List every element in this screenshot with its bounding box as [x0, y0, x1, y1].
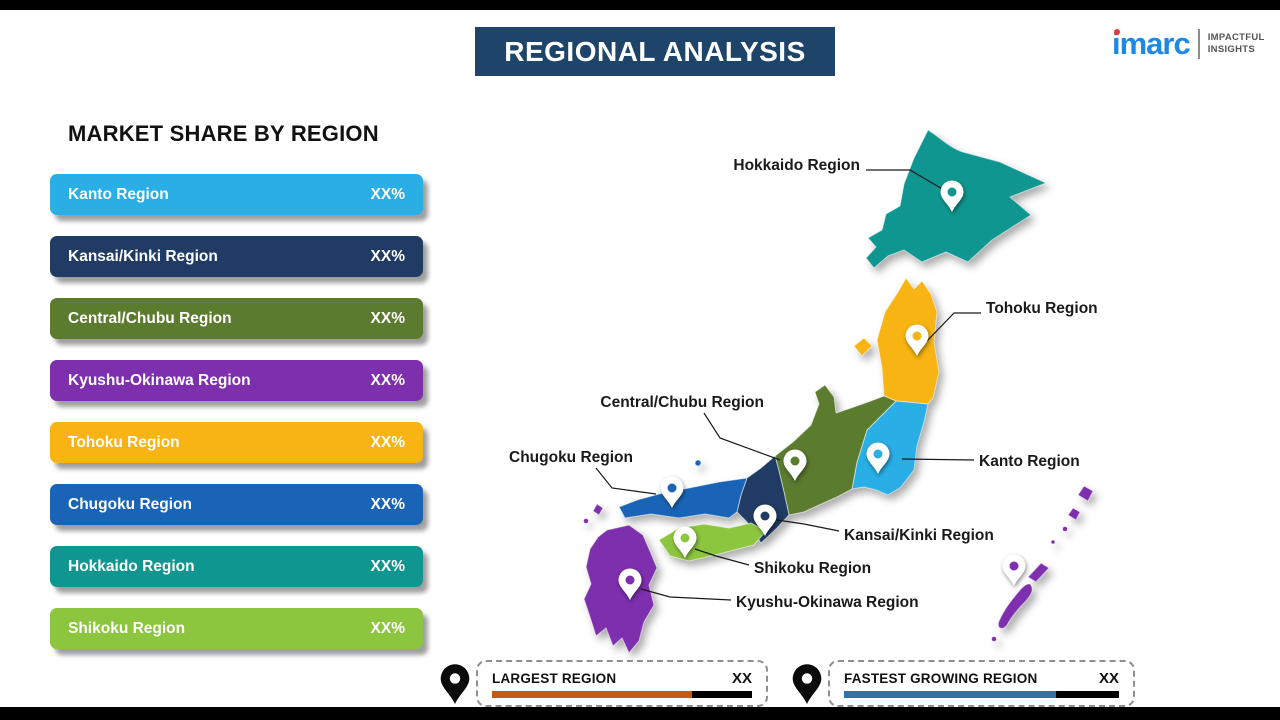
okinawa-islet	[1062, 526, 1068, 532]
market-share-bar-chugoku: Chugoku Region XX%	[50, 484, 423, 525]
location-pin-icon-shikoku	[673, 526, 697, 558]
okinawa-islet	[1077, 485, 1094, 502]
okinawa-main-island	[997, 583, 1033, 629]
map-label-chugoku: Chugoku Region	[509, 449, 633, 466]
location-pin-icon-kanto	[866, 442, 890, 474]
region-value: XX%	[370, 247, 405, 265]
largest-region-bar-main	[492, 690, 693, 698]
island-sado-shape	[853, 337, 873, 357]
page-title-text: REGIONAL ANALYSIS	[504, 35, 806, 67]
region-value: XX%	[370, 495, 405, 513]
map-label-hokkaido: Hokkaido Region	[733, 157, 860, 174]
imarc-logo-text: imarc	[1112, 26, 1191, 61]
connector-kyushu	[640, 588, 732, 601]
island-iki-shape	[583, 518, 589, 524]
connector-shikoku	[694, 548, 750, 566]
region-label: Chugoku Region	[68, 495, 192, 513]
market-share-bar-kanto: Kanto Region XX%	[50, 174, 423, 215]
fastest-region-value: XX	[1098, 669, 1119, 687]
market-share-bar-tohoku: Tohoku Region XX%	[50, 422, 423, 463]
map-label-kanto: Kanto Region	[979, 453, 1080, 470]
largest-region-bar-secondary	[692, 690, 752, 698]
fastest-region-bar-secondary	[1055, 690, 1119, 698]
connector-kanto	[901, 458, 975, 461]
region-value: XX%	[370, 185, 405, 203]
connector-chugoku	[595, 467, 657, 495]
largest-region-pin-icon	[440, 664, 470, 704]
region-value: XX%	[370, 619, 405, 637]
connector-hokkaido	[866, 169, 945, 191]
region-label: Hokkaido Region	[68, 557, 195, 575]
market-share-bar-shikoku: Shikoku Region XX%	[50, 608, 423, 649]
map-pins	[618, 180, 1026, 600]
market-share-bar-kyushu: Kyushu-Okinawa Region XX%	[50, 360, 423, 401]
market-share-bar-kansai: Kansai/Kinki Region XX%	[50, 236, 423, 277]
okinawa-island-chain	[991, 485, 1094, 642]
imarc-logo: imarc IMPACTFUL INSIGHTS	[1112, 28, 1265, 59]
connector-kinki	[776, 519, 840, 532]
logo-red-dot-icon	[1114, 29, 1120, 35]
location-pin-icon-tohoku	[905, 324, 929, 356]
region-label: Shikoku Region	[68, 619, 186, 637]
region-label: Kansai/Kinki Region	[68, 247, 218, 265]
market-share-bar-chubu: Central/Chubu Region XX%	[50, 298, 423, 339]
fastest-region-label: FASTEST GROWING REGION	[844, 670, 1038, 686]
largest-region-bar	[492, 690, 752, 698]
connector-lines	[595, 169, 981, 601]
market-share-list: Kanto Region XX% Kansai/Kinki Region XX%…	[50, 174, 423, 649]
fastest-region-legend: FASTEST GROWING REGION XX	[828, 660, 1135, 707]
region-chugoku-shape	[618, 477, 748, 519]
region-kyushu-shape	[583, 524, 658, 654]
region-value: XX%	[370, 371, 405, 389]
largest-region-label: LARGEST REGION	[492, 670, 617, 686]
island-oki-shape	[694, 459, 702, 467]
region-label: Kyushu-Okinawa Region	[68, 371, 251, 389]
connector-tohoku	[926, 312, 981, 342]
location-pin-icon-hokkaido	[940, 180, 964, 212]
location-pin-icon-kinki	[753, 504, 777, 536]
location-pin-icon-chubu	[783, 449, 807, 481]
market-share-bar-hokkaido: Hokkaido Region XX%	[50, 546, 423, 587]
fastest-region-pin-icon	[792, 664, 822, 704]
okinawa-islet	[991, 636, 997, 642]
region-value: XX%	[370, 309, 405, 327]
location-pin-icon-kyushu	[618, 568, 642, 600]
location-pin-icon-chugoku	[660, 476, 684, 508]
top-border	[0, 0, 1280, 10]
japan-map	[583, 129, 1094, 654]
region-label: Central/Chubu Region	[68, 309, 232, 327]
map-label-chubu: Central/Chubu Region	[600, 394, 764, 411]
largest-region-legend: LARGEST REGION XX	[476, 660, 768, 707]
logo-divider	[1197, 28, 1200, 59]
region-value: XX%	[370, 557, 405, 575]
fastest-region-bar-main	[844, 690, 1056, 698]
location-pin-icon-okinawa	[1002, 554, 1026, 586]
map-label-kyushu: Kyushu-Okinawa Region	[736, 594, 919, 611]
okinawa-islet	[1027, 562, 1050, 583]
region-value: XX%	[370, 433, 405, 451]
bottom-border	[0, 707, 1280, 720]
logo-tagline: IMPACTFUL INSIGHTS	[1207, 31, 1265, 55]
page-title: REGIONAL ANALYSIS	[475, 27, 835, 76]
okinawa-islet	[1067, 507, 1081, 521]
region-label: Tohoku Region	[68, 433, 180, 451]
fastest-region-bar	[844, 690, 1119, 698]
map-label-tohoku: Tohoku Region	[986, 300, 1098, 317]
market-share-heading: MARKET SHARE BY REGION	[68, 121, 379, 146]
connector-chubu	[703, 412, 781, 461]
map-label-kinki: Kansai/Kinki Region	[844, 527, 994, 544]
map-label-shikoku: Shikoku Region	[754, 560, 872, 577]
okinawa-islet	[1050, 539, 1056, 545]
island-tsushima-shape	[592, 503, 604, 516]
largest-region-value: XX	[731, 669, 752, 687]
region-label: Kanto Region	[68, 185, 169, 203]
